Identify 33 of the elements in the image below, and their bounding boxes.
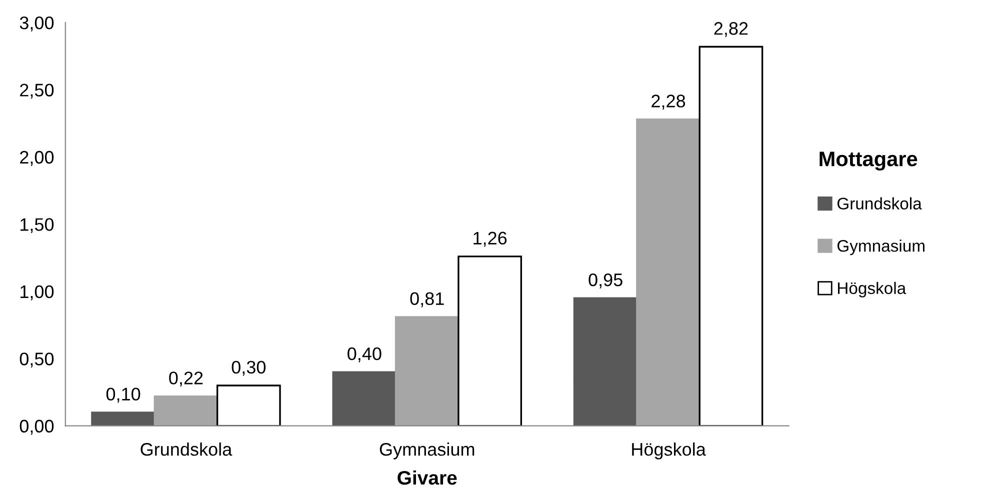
bar (332, 371, 397, 426)
x-tick-label: Grundskola (140, 442, 232, 456)
x-axis-title: Givare (398, 470, 457, 485)
legend-title: Mottagare (820, 152, 918, 171)
y-tick-label: 0,00 (20, 420, 54, 435)
data-label: 0,81 (410, 292, 444, 308)
y-tick-label: 1,00 (20, 285, 54, 300)
data-label: 0,10 (106, 388, 140, 403)
data-label: 1,26 (474, 232, 507, 247)
data-label: 2,82 (714, 22, 748, 37)
legend-label: Gymnasium (837, 240, 924, 256)
bar (216, 384, 281, 426)
y-tick-label: 0,50 (20, 352, 54, 368)
x-tick-label: Högskola (632, 442, 706, 460)
y-tick-label: 2,50 (20, 84, 54, 99)
data-label: 0,30 (232, 360, 266, 376)
y-tick-label: 3,00 (20, 16, 54, 32)
bar (458, 256, 522, 426)
data-label: 0,95 (588, 273, 622, 288)
bar (91, 412, 156, 426)
legend-label: Högskola (838, 282, 906, 298)
y-tick-label: 2,00 (20, 150, 54, 166)
y-tick-label: 1,50 (20, 218, 54, 234)
legend-label: Grundskola (837, 197, 922, 210)
bar (698, 46, 764, 426)
bar (394, 316, 460, 426)
x-tick-label: Gymnasium (380, 442, 474, 460)
data-label: 2,28 (652, 94, 686, 110)
data-label: 0,22 (169, 372, 203, 387)
bar (636, 118, 700, 426)
bar (573, 297, 638, 426)
data-label: 0,40 (348, 347, 382, 362)
bar (154, 395, 218, 426)
